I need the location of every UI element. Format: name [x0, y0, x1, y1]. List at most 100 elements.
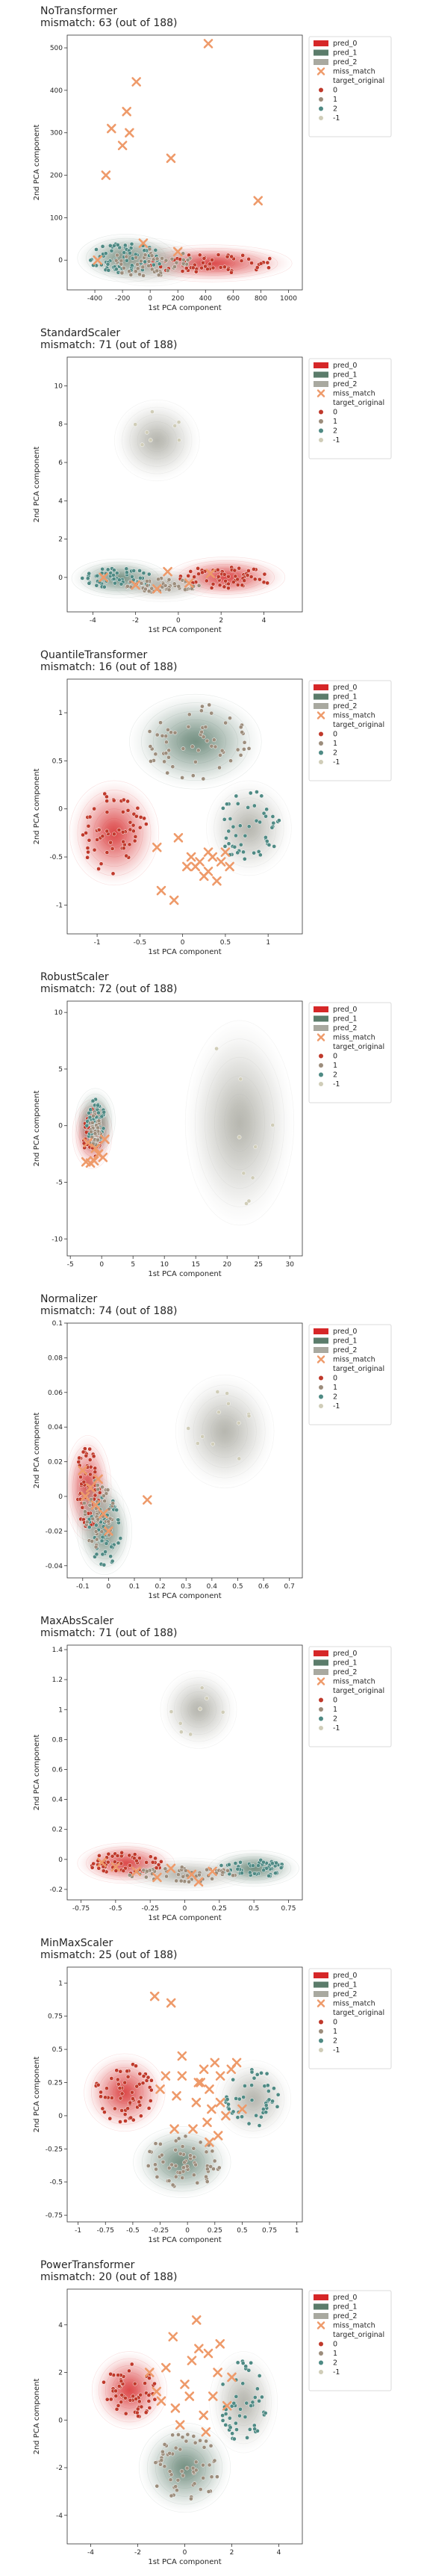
point-target-1: [149, 744, 152, 748]
legend-patch-pred_0: [314, 1328, 328, 1334]
point-target-2: [262, 1868, 266, 1872]
miss-match-marker: [181, 2380, 189, 2388]
point-target-0: [241, 253, 245, 257]
point-target-1: [181, 2166, 185, 2170]
point-target-0: [240, 583, 244, 587]
x-tick-label: 200: [172, 295, 184, 303]
legend-label: pred_1: [333, 1981, 357, 1990]
point-target-2: [259, 2115, 263, 2119]
point-target-1: [181, 258, 185, 261]
point-target-1: [94, 1545, 98, 1549]
miss-match-marker: [183, 863, 190, 870]
point-target-0: [147, 2377, 151, 2380]
point-target-1: [239, 725, 243, 729]
x-axis-label: 1st PCA component: [148, 1914, 221, 1922]
point-target-1: [199, 2140, 202, 2144]
point-target-0: [138, 2072, 142, 2075]
y-tick-label: 0.06: [48, 1390, 63, 1397]
point-target-1: [208, 2463, 211, 2467]
x-tick-label: 0.5: [220, 939, 231, 947]
point-target-0: [133, 839, 137, 843]
point-target-1: [191, 774, 195, 778]
point-target-1: [181, 261, 185, 265]
point-target-0: [96, 867, 100, 870]
legend-target-marker: [319, 2048, 323, 2052]
point-target-0: [86, 850, 90, 854]
x-tick-label: -400: [87, 295, 103, 303]
point-target-0: [226, 575, 230, 578]
point-target--1: [134, 423, 137, 427]
legend-patch-pred_1: [314, 694, 328, 700]
legend-target-marker: [319, 732, 323, 737]
point-target-2: [94, 247, 98, 251]
point-target-1: [141, 273, 145, 277]
point-target-2: [154, 248, 158, 252]
point-target-2: [247, 2368, 251, 2372]
point-target-0: [110, 2096, 113, 2099]
legend-target-label: 0: [333, 2341, 337, 2349]
point-target-2: [270, 2099, 274, 2103]
legend-patch-pred_0: [314, 2294, 328, 2300]
point-target--1: [200, 1686, 204, 1690]
point-target-0: [125, 799, 129, 803]
chart-title: MinMaxScaler: [40, 1937, 113, 1949]
point-target-1: [166, 269, 169, 273]
point-target--1: [239, 1077, 243, 1081]
point-target-1: [231, 1874, 235, 1877]
point-target-0: [123, 2396, 127, 2400]
x-tick-label: 0.25: [212, 1905, 227, 1913]
point-target-1: [167, 578, 171, 581]
x-tick-label: 0.1: [129, 1583, 140, 1591]
point-target-1: [100, 1485, 104, 1489]
point-target-1: [243, 740, 246, 744]
point-target-1: [85, 1520, 89, 1524]
point-target-1: [207, 2489, 211, 2493]
x-tick-label: 800: [255, 295, 267, 303]
legend-target-marker: [319, 2361, 323, 2365]
point-target-1: [167, 2179, 171, 2182]
miss-match-marker: [195, 2345, 202, 2353]
point-target--1: [221, 1710, 225, 1714]
legend-label: pred_0: [333, 1328, 357, 1336]
y-tick-label: 2: [58, 536, 63, 544]
point-target-2: [221, 2383, 225, 2386]
legend-patch-pred_1: [314, 1338, 328, 1344]
point-target-0: [114, 2394, 118, 2397]
point-target--1: [237, 1421, 240, 1425]
point-target-1: [192, 2155, 196, 2159]
point-target-2: [241, 2382, 245, 2385]
point-target-1: [171, 2183, 175, 2187]
point-target-1: [228, 716, 231, 720]
legend-target-title: target_original: [333, 77, 384, 85]
legend-target-marker: [319, 97, 323, 102]
point-target-0: [139, 2096, 143, 2099]
point-target-0: [147, 2106, 151, 2110]
legend-target-label: 2: [333, 749, 337, 758]
point-target-0: [97, 1854, 101, 1857]
legend-target-marker: [319, 1698, 323, 1703]
miss-match-marker: [178, 2072, 186, 2080]
point-target-2: [265, 839, 269, 843]
point-target-2: [267, 843, 271, 846]
point-target-0: [93, 1493, 97, 1497]
point-target-2: [111, 573, 115, 577]
point-target-0: [88, 815, 92, 819]
miss-match-marker: [205, 40, 212, 47]
point-target-2: [258, 853, 262, 857]
legend-label: pred_0: [333, 362, 357, 370]
point-target-1: [154, 2461, 158, 2465]
point-target-0: [118, 2120, 122, 2123]
point-target-1: [192, 2173, 196, 2177]
point-target-1: [199, 2487, 202, 2491]
point-target-1: [242, 747, 246, 751]
point-target-1: [173, 731, 177, 734]
legend-target-label: -1: [333, 2046, 340, 2055]
point-target-1: [88, 1503, 92, 1507]
legend-target-label: 2: [333, 1715, 337, 1724]
point-target-1: [209, 2444, 213, 2447]
point-target-0: [109, 2372, 113, 2376]
miss-match-marker: [175, 834, 182, 841]
point-target-2: [132, 569, 136, 572]
x-tick-label: -1: [75, 2227, 81, 2235]
point-target-1: [174, 2164, 178, 2167]
